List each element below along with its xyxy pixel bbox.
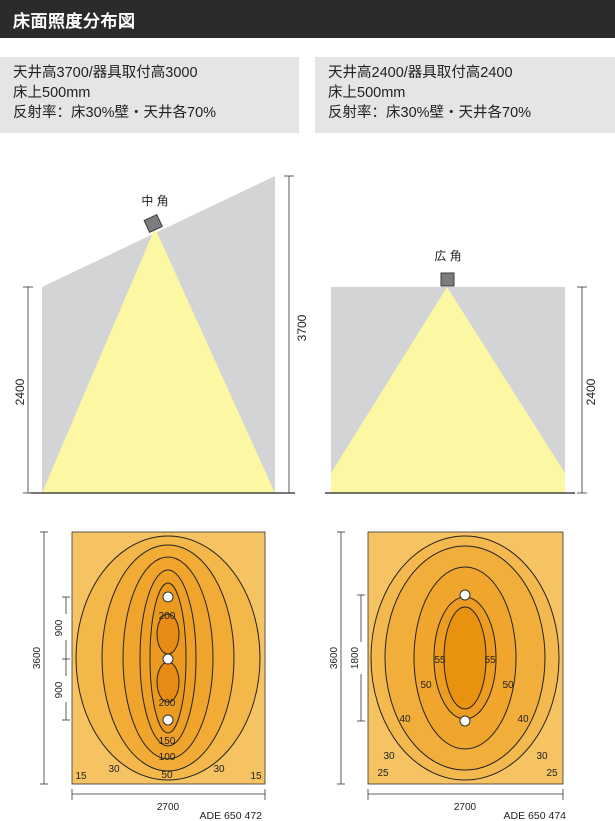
beam-angle-label: 広 角: [434, 249, 461, 263]
contour-label: 30: [213, 764, 225, 775]
contour-label: 30: [108, 764, 120, 775]
luminaire-position: [162, 653, 174, 665]
contour-label: 55: [434, 655, 446, 666]
luminaire-position: [459, 715, 471, 727]
contour-label: 15: [250, 771, 262, 782]
contour-label: 30: [536, 751, 548, 762]
spacing-label: 1800: [350, 646, 361, 669]
ceiling-height-text: 天井高2400/器具取付高2400: [328, 65, 513, 81]
height-dimension-label: 2400: [584, 378, 598, 405]
contour-label: 200: [159, 698, 176, 709]
luminaire-position: [162, 591, 174, 603]
plan-height-label: 3600: [32, 646, 43, 669]
section-title: 床面照度分布図: [13, 12, 136, 31]
contour-label: 40: [399, 714, 411, 725]
beam-angle-label: 中 角: [141, 193, 168, 208]
spacing-label: 900: [54, 681, 65, 698]
model-number: ADE 650 474: [504, 810, 567, 821]
reflectance-text: 反射率：床30%壁・天井各70%: [328, 105, 532, 121]
contour-label: 30: [383, 751, 395, 762]
condition-box-left: 天井高3700/器具取付高3000 床上500mm 反射率：床30%壁・天井各7…: [0, 57, 299, 133]
contour-label: 55: [484, 655, 496, 666]
light-beam: [331, 287, 565, 493]
luminaire-position: [459, 589, 471, 601]
contour-label: 50: [161, 770, 173, 781]
contour-label: 100: [159, 752, 176, 763]
contour-label: 25: [377, 768, 389, 779]
contour-label: 50: [420, 680, 432, 691]
ceiling-height-text: 天井高3700/器具取付高3000: [13, 65, 198, 81]
contour-label: 15: [75, 771, 87, 782]
contour-label: 200: [159, 611, 176, 622]
label-backdrop: [56, 614, 68, 640]
contour-label: 25: [546, 768, 558, 779]
height-dimension-label: 2400: [13, 378, 27, 405]
plan-height-label: 3600: [329, 646, 340, 669]
spacing-label: 900: [54, 619, 65, 636]
label-backdrop: [351, 642, 364, 674]
luminaire-position: [162, 714, 174, 726]
contour-label: 150: [159, 736, 176, 747]
right-elevation: 広 角 2400: [325, 249, 598, 494]
contour-label: 50: [502, 680, 514, 691]
measurement-plane-text: 床上500mm: [13, 85, 91, 101]
label-backdrop: [56, 676, 68, 702]
contour-label: 40: [517, 714, 529, 725]
plan-width-label: 2700: [157, 802, 180, 813]
measurement-plane-text: 床上500mm: [328, 85, 406, 101]
left-elevation: 中 角 2400 3700: [13, 175, 309, 494]
reflectance-text: 反射率：床30%壁・天井各70%: [13, 105, 217, 121]
luminaire-icon: [440, 272, 455, 287]
condition-box-right: 天井高2400/器具取付高2400 床上500mm 反射率：床30%壁・天井各7…: [315, 57, 615, 133]
luminaire-icon: [143, 213, 163, 233]
contour-55: [443, 606, 487, 710]
contour-200-lower: [156, 661, 180, 703]
left-illuminance-plan: 200 200 150 100 50 30 30 15 15 3600 900 …: [32, 531, 266, 821]
plan-width-label: 2700: [454, 802, 477, 813]
height-dimension-label: 3700: [295, 314, 309, 341]
section-header: 床面照度分布図: [0, 0, 615, 38]
light-beam: [42, 228, 275, 493]
model-number: ADE 650 472: [200, 810, 263, 821]
right-illuminance-plan: 55 55 50 50 40 40 30 30 25 25 3600 1800 …: [329, 531, 567, 821]
